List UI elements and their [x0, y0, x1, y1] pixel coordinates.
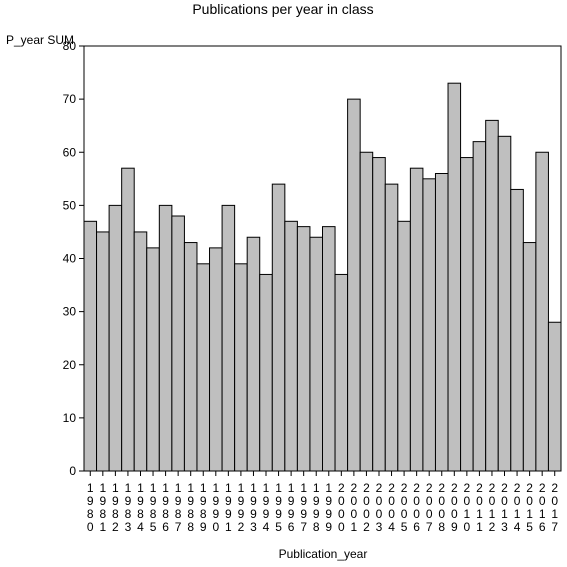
- bar-2001: [347, 98, 361, 472]
- y-tick-label: 60: [63, 145, 77, 159]
- x-axis: 1 9 8 0 1 9 8 1 1 9 8 2 1 9 8 3 1 9 8 4 1 9 8 5 1 9 8 6 1 9 8 7 1 9 8 8 1 9 8 9…: [87, 471, 558, 534]
- bar-1986: [158, 204, 173, 472]
- bar-1999: [322, 226, 336, 472]
- y-tick-label: 30: [63, 305, 77, 319]
- bar-1989: [196, 263, 211, 472]
- y-tick-label: 0: [69, 464, 76, 478]
- bar-1982: [108, 204, 123, 472]
- bar-1995: [271, 183, 286, 472]
- bar-2000: [334, 273, 349, 472]
- y-tick-label: 40: [63, 252, 77, 266]
- bar-1994: [259, 273, 273, 472]
- bar-1997: [296, 226, 311, 472]
- y-tick-label: 50: [63, 198, 77, 212]
- bar-1990: [209, 247, 223, 472]
- x-axis-label: Publication_year: [279, 547, 368, 561]
- chart-title: Publications per year in class: [192, 1, 373, 17]
- bar-2010: [460, 157, 474, 472]
- bar-2006: [409, 167, 424, 472]
- y-tick-label: 20: [63, 358, 77, 372]
- bar-1985: [146, 247, 160, 472]
- bar-2016: [535, 151, 549, 472]
- bar-2002: [359, 151, 374, 472]
- bar-1991: [221, 204, 236, 472]
- bar-1980: [83, 220, 98, 472]
- bar-2007: [422, 178, 436, 472]
- bar-1996: [284, 220, 298, 472]
- bar-1998: [309, 236, 324, 472]
- bars: [83, 82, 562, 472]
- bar-2011: [472, 141, 487, 472]
- bar-2014: [510, 188, 524, 472]
- bar-2009: [447, 82, 462, 472]
- y-axis: 0 10 20 30 40 50 60 70 80: [63, 39, 84, 478]
- y-axis-label: P_year SUM: [6, 33, 74, 47]
- bar-2005: [397, 220, 411, 472]
- plot-frame: [83, 45, 562, 472]
- bar-1984: [133, 231, 148, 472]
- bar-2012: [485, 119, 499, 472]
- bar-2017: [547, 321, 562, 472]
- bar-1987: [171, 215, 185, 472]
- bar-2004: [384, 183, 399, 472]
- y-tick-label: 80: [63, 39, 77, 53]
- bar-2003: [372, 157, 386, 472]
- bar-1988: [183, 242, 198, 472]
- bar-2013: [497, 135, 512, 472]
- y-tick-label: 10: [63, 411, 77, 425]
- bar-1981: [96, 231, 110, 472]
- y-tick-label: 70: [63, 92, 77, 106]
- bar-2008: [434, 173, 449, 472]
- bar-1993: [246, 236, 261, 472]
- bar-1983: [121, 167, 135, 472]
- bar-1992: [234, 263, 248, 472]
- bar-2015: [522, 242, 537, 472]
